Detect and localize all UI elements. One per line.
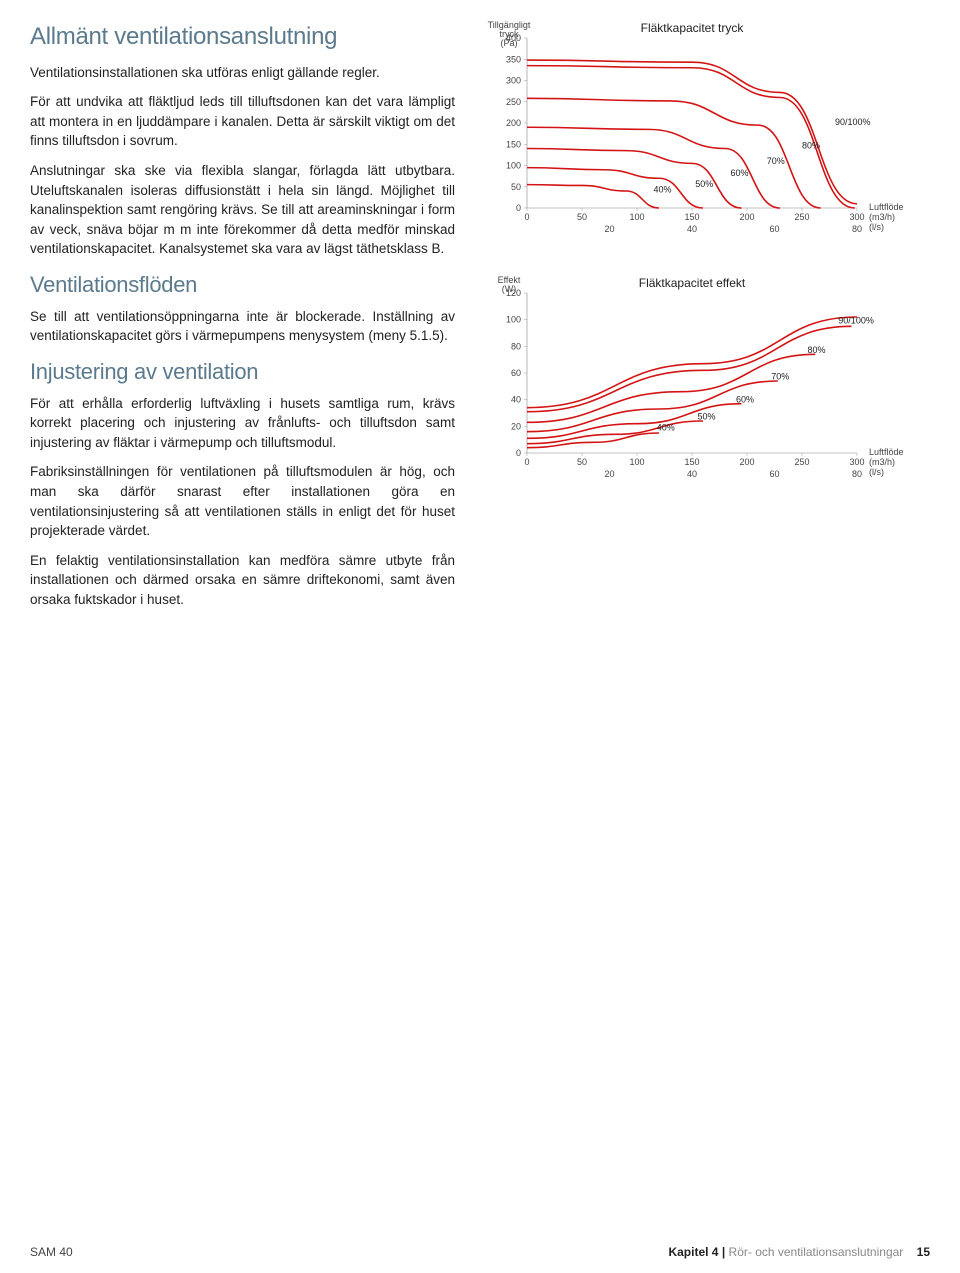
svg-text:(l/s): (l/s) [869,222,884,232]
svg-text:200: 200 [739,457,754,467]
svg-text:20: 20 [511,421,521,431]
svg-text:50%: 50% [698,412,716,422]
svg-text:250: 250 [794,457,809,467]
svg-text:100: 100 [506,161,521,171]
svg-text:70%: 70% [771,372,789,382]
svg-text:60%: 60% [736,394,754,404]
svg-text:250: 250 [794,212,809,222]
para-3: Anslutningar ska ske via flexibla slanga… [30,161,455,259]
svg-text:(l/s): (l/s) [869,467,884,477]
svg-text:80: 80 [852,469,862,479]
svg-text:70%: 70% [767,156,785,166]
svg-text:(m3/h): (m3/h) [869,457,895,467]
svg-text:80: 80 [511,341,521,351]
para-1: Ventilationsinstallationen ska utföras e… [30,63,455,83]
svg-text:40: 40 [511,395,521,405]
svg-text:100: 100 [506,315,521,325]
svg-text:150: 150 [506,139,521,149]
heading-allmant: Allmänt ventilationsanslutning [30,20,455,55]
svg-text:40%: 40% [654,184,672,194]
para-7: En felaktig ventilationsinstallation kan… [30,551,455,610]
svg-text:300: 300 [849,457,864,467]
para-5: För att erhålla erforderlig luftväxling … [30,394,455,453]
svg-text:100: 100 [629,212,644,222]
svg-text:120: 120 [506,288,521,298]
svg-text:0: 0 [524,457,529,467]
svg-text:100: 100 [629,457,644,467]
svg-text:80: 80 [852,224,862,234]
svg-text:400: 400 [506,33,521,43]
footer-chapter-bold: Kapitel 4 | [668,1245,725,1259]
svg-text:250: 250 [506,97,521,107]
chart-effekt: Effekt(W)Fläktkapacitet effekt0204060801… [485,275,930,500]
svg-text:60: 60 [511,368,521,378]
svg-text:150: 150 [684,212,699,222]
svg-text:50: 50 [577,457,587,467]
footer-page-number: 15 [917,1245,930,1259]
footer-chapter: Kapitel 4 | Rör- och ventilationsanslutn… [668,1244,930,1261]
footer-product: SAM 40 [30,1244,73,1261]
heading-injustering: Injustering av ventilation [30,356,455,388]
svg-text:Luftflöde: Luftflöde [869,447,904,457]
svg-text:0: 0 [516,448,521,458]
svg-text:0: 0 [516,203,521,213]
svg-text:80%: 80% [802,141,820,151]
svg-text:Fläktkapacitet effekt: Fläktkapacitet effekt [639,276,746,290]
para-2: För att undvika att fläktljud leds till … [30,92,455,151]
heading-ventilationsfloden: Ventilationsflöden [30,269,455,301]
svg-text:350: 350 [506,54,521,64]
svg-text:Fläktkapacitet tryck: Fläktkapacitet tryck [641,21,745,35]
svg-text:20: 20 [604,469,614,479]
svg-text:40: 40 [687,224,697,234]
svg-text:40: 40 [687,469,697,479]
svg-text:300: 300 [506,76,521,86]
svg-text:80%: 80% [808,345,826,355]
svg-text:300: 300 [849,212,864,222]
svg-text:150: 150 [684,457,699,467]
page-footer: SAM 40 Kapitel 4 | Rör- och ventilations… [30,1244,930,1261]
svg-text:60%: 60% [731,168,749,178]
svg-text:90/100%: 90/100% [835,117,871,127]
chart-tryck: Tillgängligttryck(Pa)Fläktkapacitet tryc… [485,20,930,250]
text-column: Allmänt ventilationsanslutning Ventilati… [30,20,455,619]
svg-text:20: 20 [604,224,614,234]
svg-text:60: 60 [769,224,779,234]
svg-text:200: 200 [506,118,521,128]
svg-text:40%: 40% [657,422,675,432]
svg-text:50: 50 [577,212,587,222]
svg-text:90/100%: 90/100% [838,316,874,326]
svg-text:50: 50 [511,182,521,192]
footer-chapter-rest: Rör- och ventilationsanslutningar [725,1245,903,1259]
svg-text:200: 200 [739,212,754,222]
para-6: Fabriksinställningen för ventilationen p… [30,462,455,540]
svg-text:50%: 50% [695,179,713,189]
svg-text:60: 60 [769,469,779,479]
para-4: Se till att ventilationsöppningarna inte… [30,307,455,346]
svg-text:0: 0 [524,212,529,222]
svg-text:(m3/h): (m3/h) [869,212,895,222]
svg-text:Luftflöde: Luftflöde [869,202,904,212]
chart-column: Tillgängligttryck(Pa)Fläktkapacitet tryc… [485,20,930,619]
